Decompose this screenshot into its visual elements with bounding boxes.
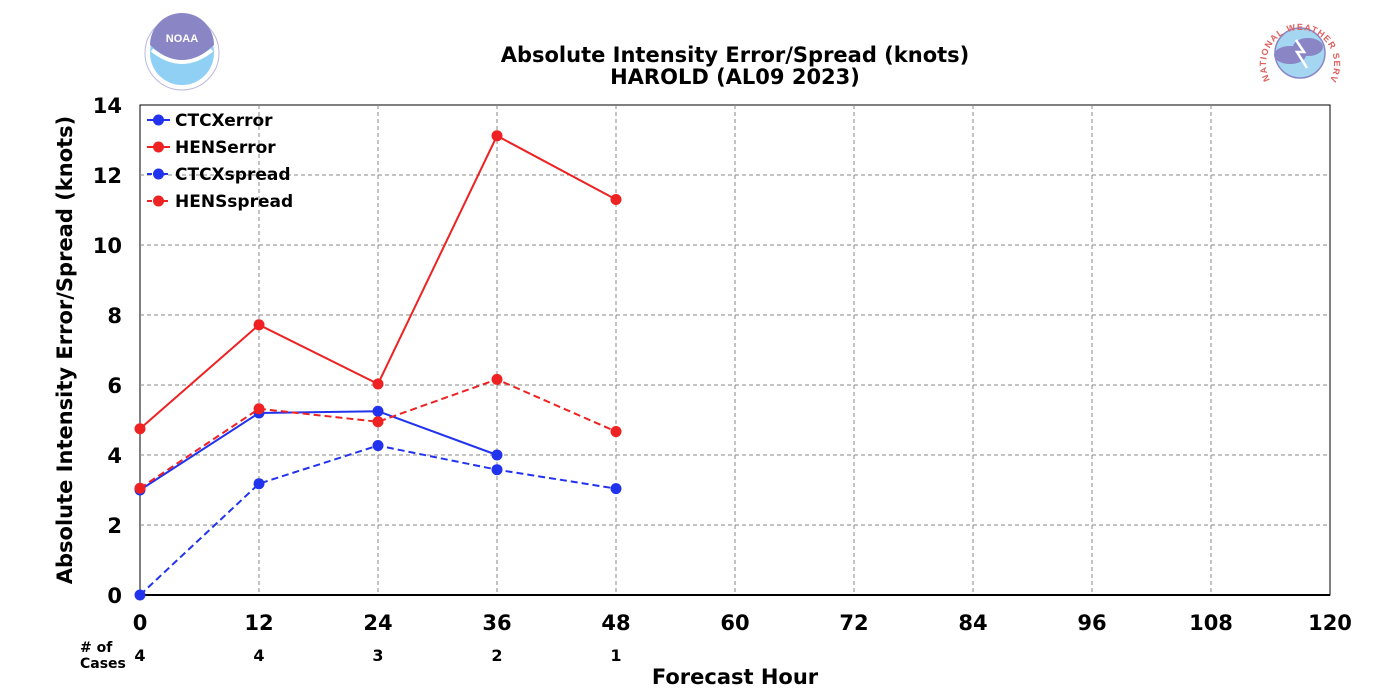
legend: CTCXerror HENSerror CTCXspread HENSspread (147, 111, 293, 212)
cases-count: 3 (372, 646, 383, 665)
cases-label-line1: # of (80, 640, 113, 656)
legend-item: CTCXerror (147, 111, 273, 131)
legend-marker (153, 141, 164, 153)
x-axis-label: Forecast Hour (652, 665, 819, 689)
data-point (372, 416, 384, 428)
chart-subtitle: HAROLD (AL09 2023) (610, 65, 860, 89)
series-HENSspread (134, 373, 622, 494)
legend-item: HENSerror (147, 138, 276, 158)
cases-row: 4 4 3 2 1 (134, 646, 621, 665)
x-tick-label: 72 (839, 611, 868, 635)
legend-marker (153, 114, 164, 126)
y-tick-label: 4 (107, 444, 122, 468)
x-tick-label: 0 (133, 611, 148, 635)
y-tick-label: 8 (107, 304, 122, 328)
cases-count: 4 (253, 646, 264, 665)
x-tick-label: 48 (601, 611, 630, 635)
data-point (253, 403, 265, 415)
x-tick-label: 36 (482, 611, 511, 635)
data-point (134, 423, 146, 435)
data-point (134, 482, 146, 494)
series-line (139, 378, 617, 490)
legend-marker (153, 168, 164, 180)
legend-item: HENSspread (147, 192, 293, 212)
y-tick-label: 6 (107, 374, 122, 398)
series-layer (134, 130, 622, 601)
series-CTCXspread (134, 440, 622, 601)
data-point (372, 440, 384, 452)
data-point (610, 426, 622, 438)
y-tick-label: 0 (107, 584, 122, 608)
data-point (491, 373, 503, 385)
legend-marker (153, 195, 164, 207)
legend-label: CTCXspread (175, 165, 291, 185)
data-point (253, 478, 265, 490)
legend-label: HENSspread (175, 192, 293, 212)
data-point (491, 464, 503, 476)
cases-count: 4 (134, 646, 145, 665)
legend-item: CTCXspread (147, 165, 291, 185)
x-tick-label: 12 (244, 611, 273, 635)
x-tick-label: 60 (720, 611, 749, 635)
cases-count: 1 (610, 646, 621, 665)
x-tick-label: 24 (363, 611, 392, 635)
y-tick-label: 2 (107, 514, 122, 538)
legend-label: CTCXerror (175, 111, 273, 131)
y-tick-label: 14 (93, 94, 122, 118)
x-tick-label: 96 (1077, 611, 1106, 635)
y-axis-label: Absolute Intensity Error/Spread (knots) (53, 116, 77, 585)
data-point (491, 449, 503, 461)
legend-label: HENSerror (175, 138, 276, 158)
data-point (134, 589, 146, 601)
x-tick-label: 108 (1189, 611, 1233, 635)
data-point (253, 319, 265, 331)
data-point (610, 483, 622, 495)
data-point (372, 378, 384, 390)
y-tick-label: 10 (93, 234, 122, 258)
cases-count: 2 (491, 646, 502, 665)
cases-label-line2: Cases (80, 656, 126, 672)
data-point (491, 130, 503, 142)
series-HENSerror (134, 130, 622, 435)
data-point (372, 405, 384, 417)
data-point (610, 194, 622, 205)
y-tick-label: 12 (93, 164, 122, 188)
x-tick-label: 84 (958, 611, 987, 635)
grid (140, 105, 1330, 595)
series-line (139, 410, 498, 491)
noaa-logo: NOAA (144, 13, 220, 91)
chart-title: Absolute Intensity Error/Spread (knots) (501, 43, 970, 67)
noaa-logo-text: NOAA (166, 33, 198, 45)
x-tick-label: 120 (1308, 611, 1352, 635)
